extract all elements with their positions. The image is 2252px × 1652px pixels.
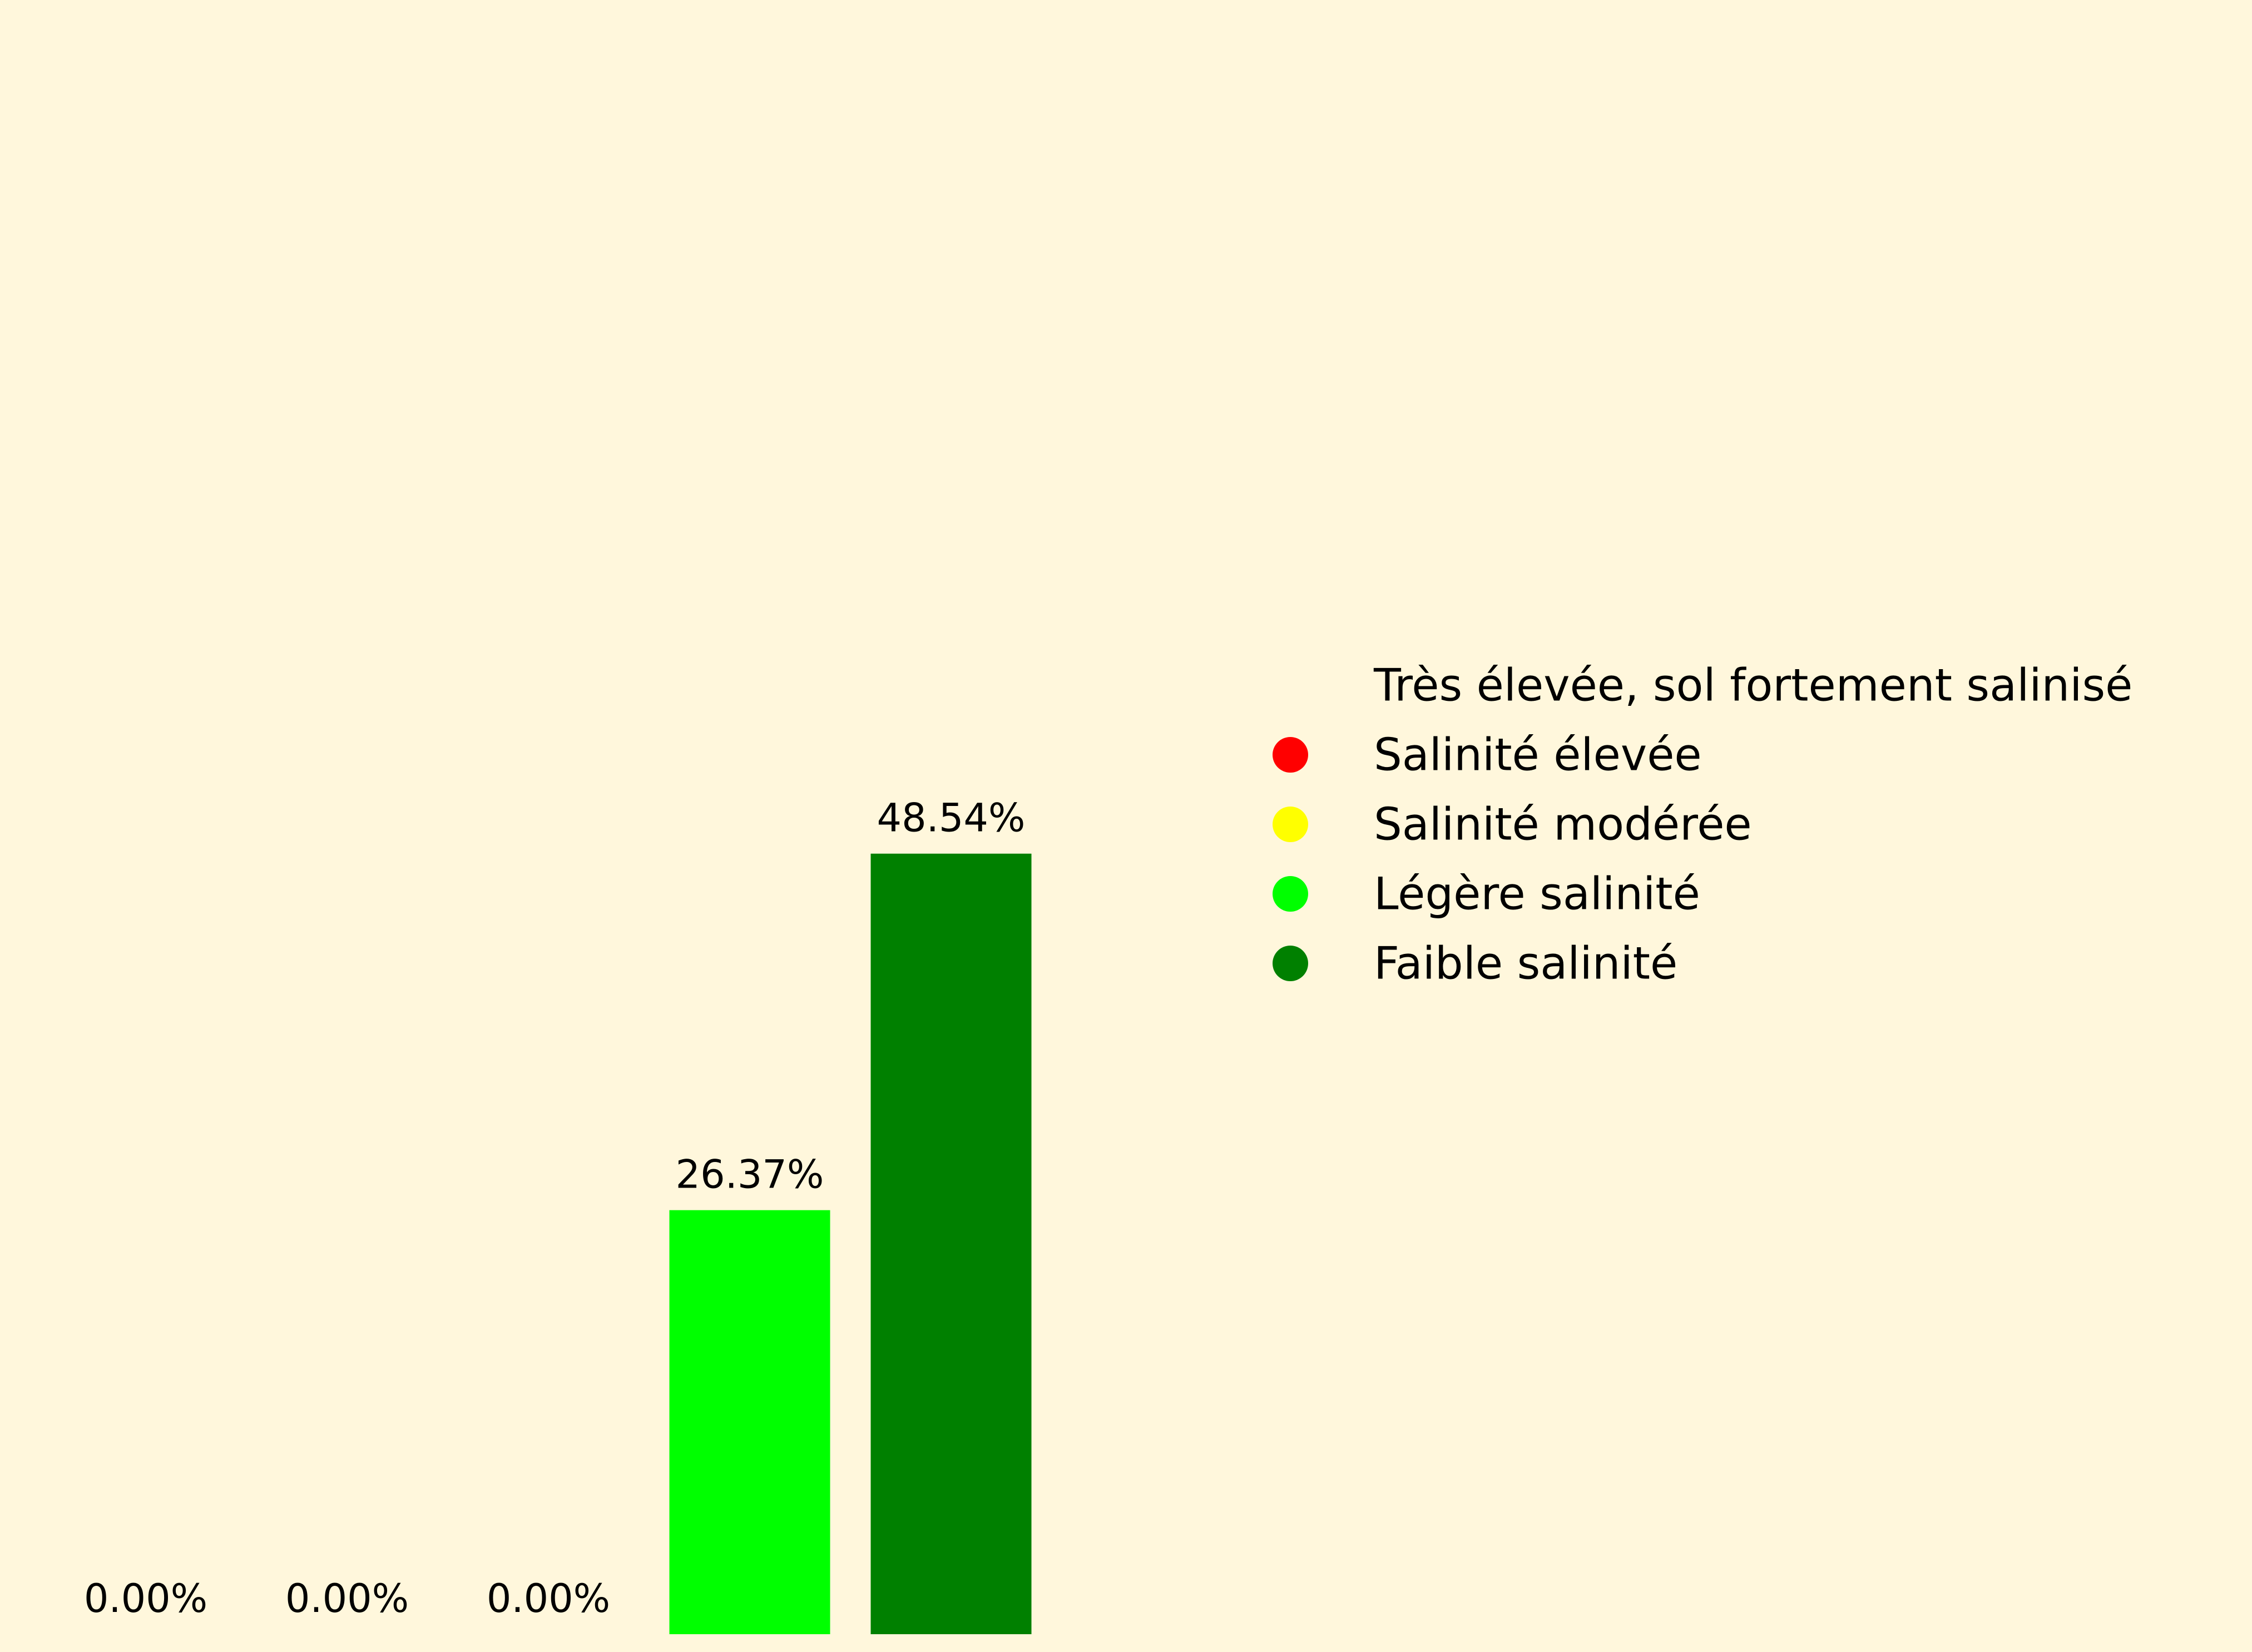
legend-label-3: Salinité modérée — [1374, 799, 1752, 850]
legend-label-1: Très élevée, sol fortement salinisé — [1373, 660, 2132, 711]
bar-value-label-3: 0.00% — [487, 1576, 610, 1621]
legend-label-5: Faible salinité — [1374, 938, 1677, 990]
legend-marker-1 — [1273, 667, 1308, 703]
bar-value-label-1: 0.00% — [84, 1576, 207, 1621]
bar-value-label-2: 0.00% — [285, 1576, 409, 1621]
legend-label-2: Salinité élevée — [1374, 729, 1702, 781]
value-labels-group: 0.00% 0.00% 0.00% 26.37% 48.54% — [84, 795, 1026, 1621]
bar-5 — [870, 853, 1032, 1634]
legend: Très élevée, sol fortement salinisé Salin… — [1273, 660, 2132, 990]
legend-marker-4 — [1273, 876, 1308, 912]
legend-marker-2 — [1273, 737, 1308, 773]
legend-label-4: Légère salinité — [1374, 868, 1700, 920]
bar-value-label-4: 26.37% — [676, 1152, 824, 1198]
bar-4 — [669, 1210, 830, 1634]
bars-group — [669, 853, 1032, 1634]
legend-marker-3 — [1273, 807, 1308, 842]
bar-value-label-5: 48.54% — [877, 795, 1026, 841]
legend-marker-5 — [1273, 946, 1308, 981]
